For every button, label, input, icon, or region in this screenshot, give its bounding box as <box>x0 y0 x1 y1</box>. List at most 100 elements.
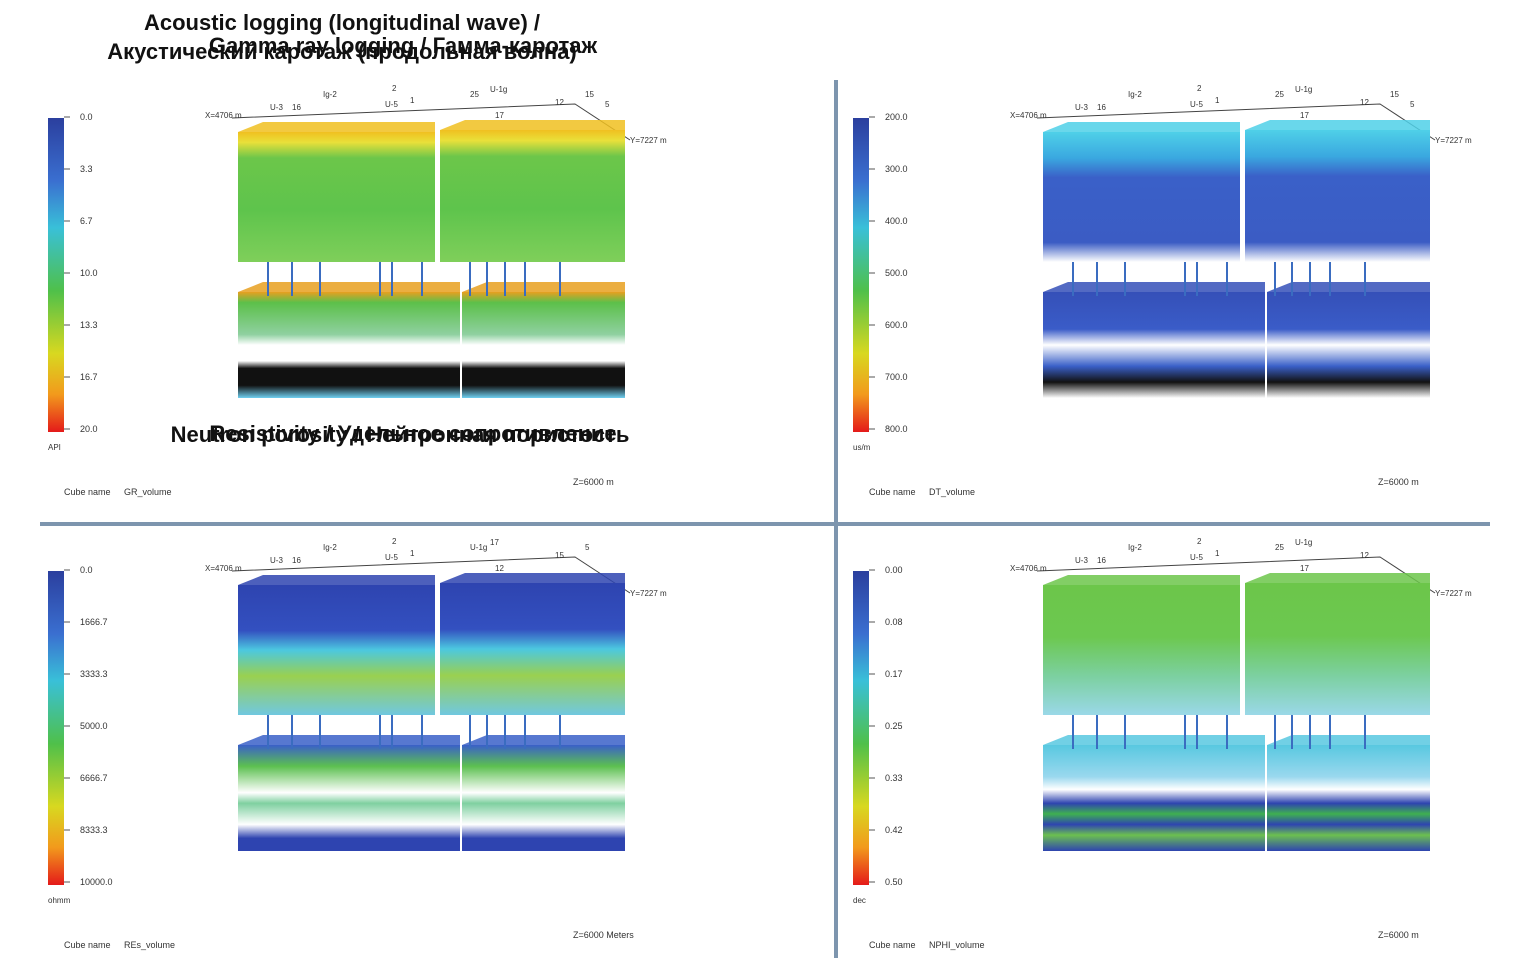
well-label: Ig-2 <box>1128 543 1142 552</box>
colorbar-label: 400.0 <box>885 216 908 226</box>
volume-top <box>1043 282 1265 292</box>
volume-top <box>1043 575 1240 585</box>
well-label: U-5 <box>1190 553 1203 562</box>
cube-name: GR_volume <box>124 487 172 497</box>
volume <box>238 745 460 851</box>
z-label: Z=6000 m <box>1378 477 1419 487</box>
colorbar-label: 800.0 <box>885 424 908 434</box>
panel: 0.0 1666.7 3333.3 5000.0 6666.7 8333.3 10000.0… <box>48 537 667 950</box>
colorbar-label: 13.3 <box>80 320 98 330</box>
volume <box>1043 585 1240 715</box>
well-label: Ig-2 <box>1128 90 1142 99</box>
panel: 0.00 0.08 0.17 0.25 0.33 0.42 0.50 dec Cube name… <box>853 537 1472 950</box>
colorbar-label: 3.3 <box>80 164 93 174</box>
well-label: 12 <box>555 98 564 107</box>
colorbar-label: 10000.0 <box>80 877 113 887</box>
volume-top <box>1267 282 1430 292</box>
cube-name: NPHI_volume <box>929 940 985 950</box>
well-label: 16 <box>292 103 301 112</box>
x-label: X=4706 m <box>205 111 242 120</box>
well-label: 1 <box>1215 96 1220 105</box>
well-label: 15 <box>555 551 564 560</box>
colorbar-label: 0.00 <box>885 565 903 575</box>
colorbar-label: 6666.7 <box>80 773 108 783</box>
colorbar-label: 300.0 <box>885 164 908 174</box>
panel: 0.0 3.3 6.7 10.0 13.3 16.7 20.0 API Cube name GR_… <box>48 84 667 497</box>
cube-name: REs_volume <box>124 940 175 950</box>
x-label: X=4706 m <box>1010 111 1047 120</box>
well-label: 5 <box>1410 100 1415 109</box>
volume <box>1245 583 1430 715</box>
volume <box>1043 745 1265 851</box>
volume-top <box>1043 122 1240 132</box>
cube-label: Cube name <box>64 487 111 497</box>
well-label: 2 <box>1197 537 1202 546</box>
well-label: 25 <box>470 90 479 99</box>
well-label: 1 <box>410 96 415 105</box>
colorbar-unit: API <box>48 443 61 452</box>
well-label: 17 <box>1300 111 1309 120</box>
colorbar-label: 0.50 <box>885 877 903 887</box>
well-label: 2 <box>392 537 397 546</box>
y-label: Y=7227 m <box>1435 136 1472 145</box>
cube-name: DT_volume <box>929 487 975 497</box>
panel-title: Neutron porosity / Нейтронная пористость <box>171 422 630 447</box>
well-label: 2 <box>1197 84 1202 93</box>
y-label: Y=7227 m <box>1435 589 1472 598</box>
colorbar-label: 6.7 <box>80 216 93 226</box>
colorbar-unit: dec <box>853 896 866 905</box>
volume-top <box>238 122 435 132</box>
volume <box>440 130 625 262</box>
colorbar-unit: us/m <box>853 443 871 452</box>
y-label: Y=7227 m <box>630 589 667 598</box>
colorbar-label: 0.0 <box>80 112 93 122</box>
volume <box>1043 132 1240 262</box>
x-label: X=4706 m <box>1010 564 1047 573</box>
z-label: Z=6000 m <box>1378 930 1419 940</box>
volume-top <box>1245 573 1430 583</box>
panel-title: Gamma ray logging / Гамма-каротаж <box>209 33 598 58</box>
well-label: 1 <box>410 549 415 558</box>
panel-title: Acoustic logging (longitudinal wave) / <box>144 10 540 35</box>
well-label: U-1g <box>1295 85 1312 94</box>
colorbar-unit: ohmm <box>48 896 71 905</box>
well-label: 16 <box>1097 103 1106 112</box>
well-label: Ig-2 <box>323 90 337 99</box>
volume-top <box>440 573 625 583</box>
volume-top <box>1245 120 1430 130</box>
colorbar-label: 0.0 <box>80 565 93 575</box>
well-label: 15 <box>585 90 594 99</box>
volume-top <box>440 120 625 130</box>
well-label: Ig-2 <box>323 543 337 552</box>
well-label: 17 <box>490 538 499 547</box>
colorbar-label: 10.0 <box>80 268 98 278</box>
colorbar <box>853 118 869 432</box>
colorbar-label: 5000.0 <box>80 721 108 731</box>
volume <box>1267 745 1430 851</box>
volume <box>462 745 625 851</box>
cube-label: Cube name <box>64 940 111 950</box>
well-label: U-1g <box>470 543 487 552</box>
panel-title: Акустический каротаж (продольная волна) <box>107 39 577 64</box>
volume-top <box>238 735 460 745</box>
well-label: U-3 <box>1075 103 1088 112</box>
colorbar-label: 20.0 <box>80 424 98 434</box>
well-label: 12 <box>1360 551 1369 560</box>
volume-top <box>462 282 625 292</box>
volume <box>462 292 625 398</box>
well-label: U-3 <box>270 556 283 565</box>
volume <box>238 585 435 715</box>
well-label: 12 <box>1360 98 1369 107</box>
well-label: U-5 <box>385 553 398 562</box>
well-label: U-1g <box>490 85 507 94</box>
y-label: Y=7227 m <box>630 136 667 145</box>
well-label: 16 <box>1097 556 1106 565</box>
x-label: X=4706 m <box>205 564 242 573</box>
colorbar-label: 200.0 <box>885 112 908 122</box>
well-label: 2 <box>392 84 397 93</box>
colorbar-label: 500.0 <box>885 268 908 278</box>
well-label: 15 <box>1390 90 1399 99</box>
well-label: 25 <box>1275 543 1284 552</box>
